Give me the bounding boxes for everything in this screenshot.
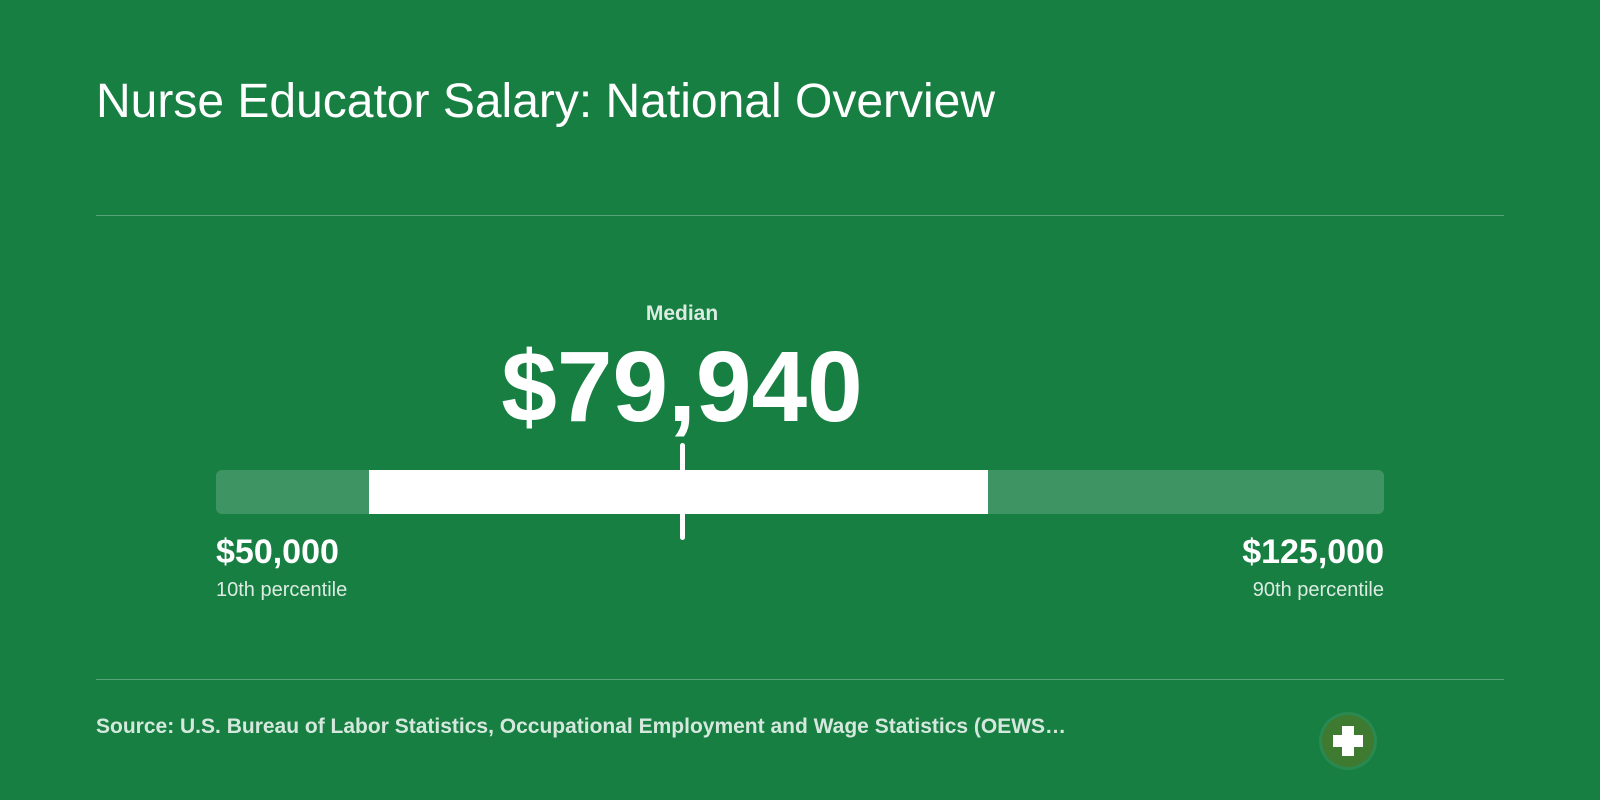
low-percentile-caption: 10th percentile xyxy=(216,579,348,601)
high-percentile-caption: 90th percentile xyxy=(1252,579,1384,601)
median-marker xyxy=(679,443,685,540)
page-title: Nurse Educator Salary: National Overview xyxy=(96,75,996,128)
salary-range-band xyxy=(368,470,989,514)
median-value: $79,940 xyxy=(501,331,863,443)
median-label: Median xyxy=(645,302,719,325)
source-citation: Source: U.S. Bureau of Labor Statistics,… xyxy=(96,715,1067,738)
high-percentile-value: $125,000 xyxy=(1242,533,1384,571)
top-divider xyxy=(96,215,1504,216)
bottom-divider xyxy=(96,679,1504,680)
medical-cross-icon xyxy=(1322,715,1374,767)
low-percentile-value: $50,000 xyxy=(216,533,339,571)
